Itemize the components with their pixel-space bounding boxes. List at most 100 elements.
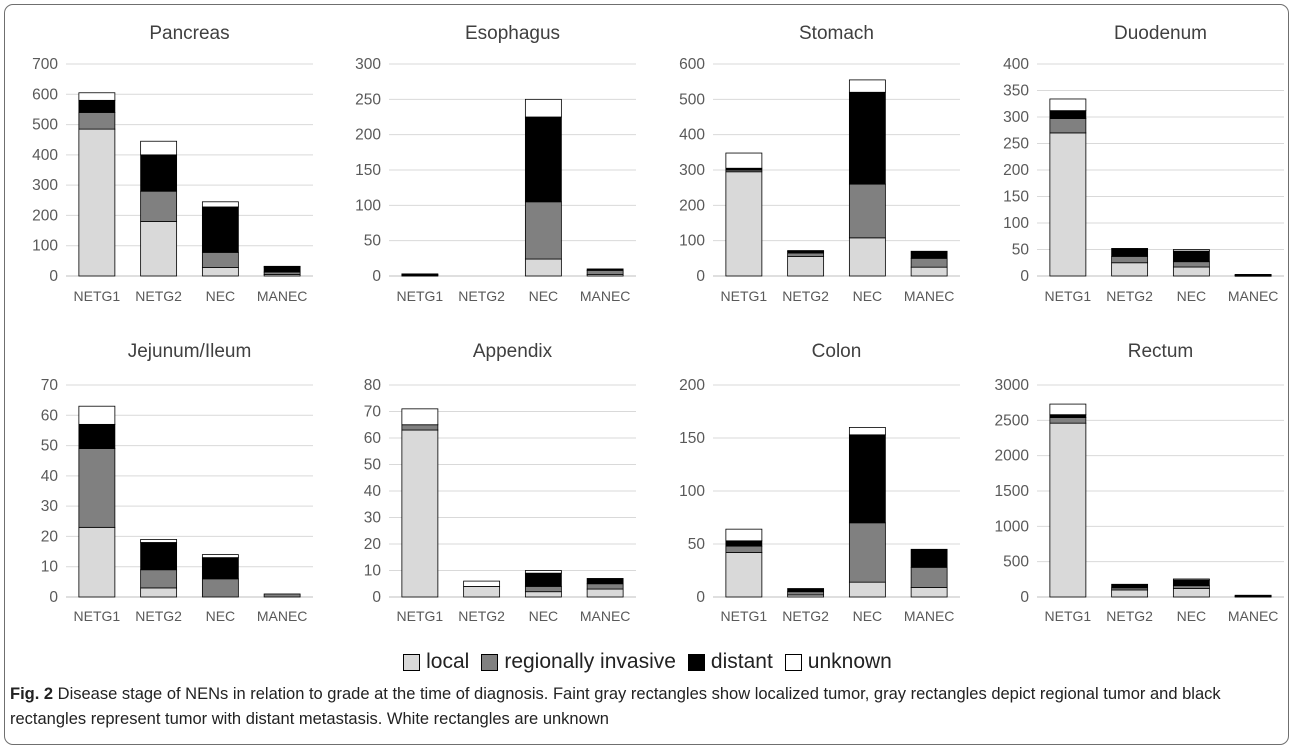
bar-segment-local [78, 526, 116, 598]
bar-segment-local [140, 587, 178, 598]
legend-swatch [784, 653, 802, 671]
bar-segment-local [725, 171, 763, 277]
bar-segment-regionally-invasive [1049, 417, 1087, 424]
y-tick-label: 150 [355, 162, 381, 179]
chart-title: Esophagus [465, 23, 560, 44]
y-tick-label: 100 [355, 197, 381, 214]
y-tick-label: 300 [32, 177, 58, 194]
y-tick-label: 150 [1003, 189, 1029, 206]
y-tick-label: 0 [49, 268, 58, 285]
legend-label: local [426, 650, 470, 673]
y-tick-label: 200 [1003, 162, 1029, 179]
legend-label: distant [710, 650, 773, 673]
chart-title: Colon [812, 341, 862, 362]
bar-segment-distant [910, 250, 948, 259]
bar-segment-local [848, 581, 886, 598]
x-category-label: MANEC [257, 608, 308, 624]
bar-segment-unknown [1049, 403, 1087, 416]
x-category-label: NEC [853, 608, 883, 624]
bar-segment-regionally-invasive [787, 252, 825, 257]
y-tick-label: 2500 [995, 412, 1030, 429]
y-tick-label: 150 [679, 430, 705, 447]
y-tick-label: 60 [41, 407, 59, 424]
x-category-label: NEC [1177, 608, 1207, 624]
bar-segment-unknown [848, 79, 886, 93]
bar-segment-local [524, 591, 562, 598]
bar-segment-unknown [725, 152, 763, 169]
bar-segment-regionally-invasive [1111, 255, 1149, 264]
bar-segment-local [401, 429, 439, 598]
bar-segment-unknown [848, 426, 886, 436]
bar-segment-distant [848, 91, 886, 185]
x-category-label: MANEC [904, 608, 955, 624]
bar-segment-local [78, 128, 116, 277]
y-tick-label: 400 [1003, 56, 1029, 73]
x-category-label: NETG1 [74, 288, 121, 304]
y-tick-label: 700 [32, 56, 58, 73]
x-category-label: NETG1 [721, 288, 768, 304]
chart-title: Appendix [473, 341, 553, 362]
x-category-label: NEC [529, 288, 559, 304]
y-tick-label: 10 [364, 563, 382, 580]
y-tick-label: 200 [679, 377, 705, 394]
x-category-label: NETG1 [721, 608, 768, 624]
bar-segment-distant [1234, 594, 1272, 597]
y-tick-label: 500 [679, 91, 705, 108]
bar-segment-unknown [1172, 578, 1210, 581]
bar-segment-regionally-invasive [201, 578, 239, 598]
y-tick-label: 50 [41, 438, 59, 455]
y-tick-label: 0 [49, 589, 58, 606]
y-tick-label: 350 [1003, 83, 1029, 100]
legend-item-regionally-invasive: regionally invasive [481, 650, 676, 674]
y-tick-label: 0 [1020, 589, 1029, 606]
chart-title: Pancreas [149, 23, 229, 44]
bar-segment-unknown [263, 265, 301, 268]
bar-segment-unknown [401, 408, 439, 426]
x-category-label: NEC [529, 608, 559, 624]
bar-segment-distant [848, 434, 886, 524]
bar-segment-regionally-invasive [263, 593, 301, 598]
legend-label: regionally invasive [504, 650, 676, 673]
y-tick-label: 300 [355, 56, 381, 73]
chart-panel-duodenum: Duodenum 0 50 100 150 200 250 300 350 400 NETG1 NET… [1003, 23, 1284, 304]
y-tick-label: 60 [364, 430, 382, 447]
bar-segment-distant [586, 268, 624, 271]
bar-segment-local [1111, 262, 1149, 277]
chart-title: Duodenum [1114, 23, 1207, 44]
x-category-label: NEC [853, 288, 883, 304]
bar-segment-local [910, 587, 948, 598]
y-tick-label: 250 [355, 91, 381, 108]
bar-segment-distant [1111, 248, 1149, 257]
chart-panel-stomach: Stomach 0 100 200 300 400 500 600 NETG1 NETG2 NEC M… [679, 23, 960, 304]
y-tick-label: 50 [1012, 242, 1030, 259]
y-tick-label: 500 [1003, 554, 1029, 571]
bar-segment-local [586, 588, 624, 598]
y-tick-label: 200 [679, 197, 705, 214]
bar-segment-regionally-invasive [848, 183, 886, 239]
bar-segment-distant [78, 99, 116, 113]
y-tick-label: 100 [1003, 215, 1029, 232]
bar-segment-local [140, 221, 178, 277]
legend-item-distant: distant [687, 650, 773, 674]
bar-segment-unknown [78, 92, 116, 101]
x-category-label: NETG2 [135, 608, 182, 624]
bar-segment-unknown [524, 570, 562, 574]
bar-segment-distant [725, 540, 763, 547]
legend: local regionally invasive distant unknown [0, 650, 1295, 677]
bar-segment-unknown [463, 580, 501, 587]
y-tick-label: 400 [679, 127, 705, 144]
bar-segment-regionally-invasive [586, 269, 624, 275]
figure-caption: Fig. 2 Disease stage of NENs in relation… [10, 682, 1280, 732]
x-category-label: NEC [206, 608, 236, 624]
bar-segment-distant [524, 572, 562, 587]
chart-panel-rectum: Rectum 0 500 1000 1500 2000 2500 3000 NETG1 NETG2… [995, 341, 1284, 624]
y-tick-label: 100 [679, 233, 705, 250]
bar-segment-local [201, 267, 239, 277]
x-category-label: NETG2 [458, 288, 505, 304]
x-category-label: MANEC [580, 288, 631, 304]
bar-segment-unknown [725, 528, 763, 542]
bar-segment-distant [201, 206, 239, 253]
y-tick-label: 600 [679, 56, 705, 73]
y-tick-label: 50 [364, 233, 382, 250]
legend-label: unknown [807, 650, 892, 673]
